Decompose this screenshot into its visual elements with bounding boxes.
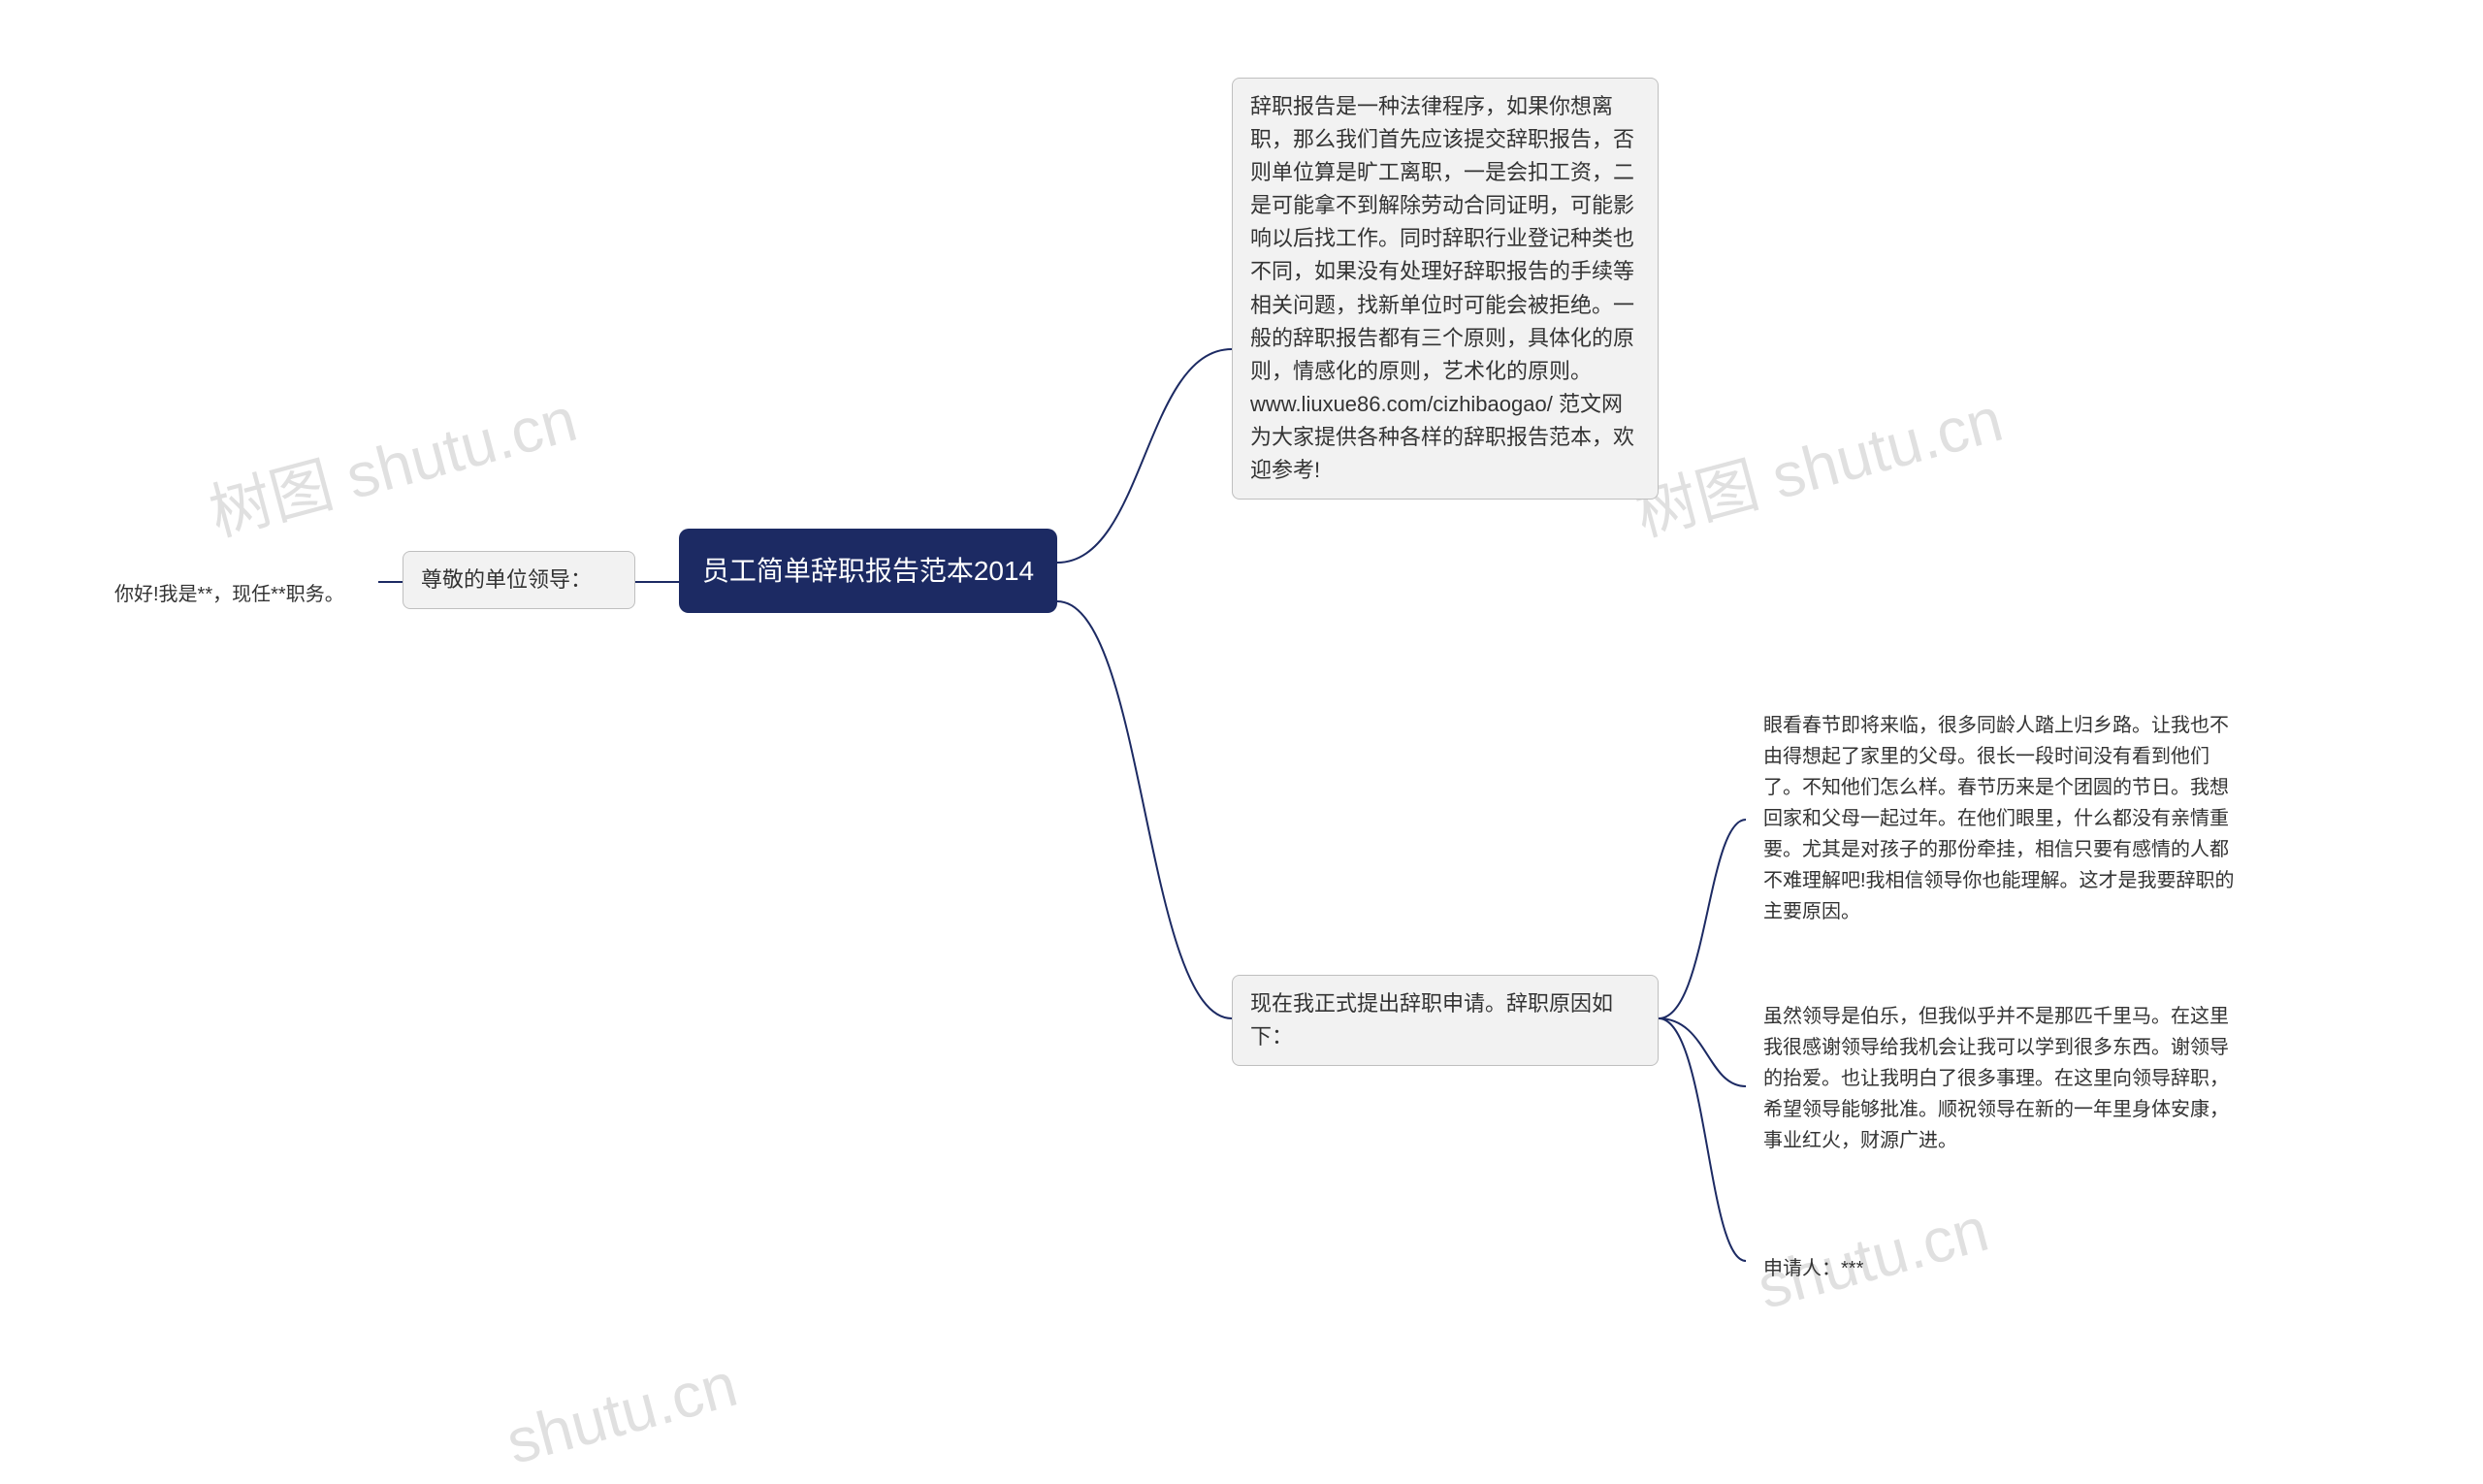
connector [1659, 1018, 1746, 1086]
reason-leaf-3: 申请人：*** [1746, 1242, 2260, 1296]
watermark: 树图 shutu.cn [199, 370, 585, 553]
watermark: shutu.cn [500, 1348, 745, 1478]
reason-leaf-2: 虽然领导是伯乐，但我似乎并不是那匹千里马。在这里我很感谢领导给我机会让我可以学到… [1746, 989, 2260, 1168]
root-node[interactable]: 员工简单辞职报告范本2014 [679, 529, 1057, 613]
reason-header-node[interactable]: 现在我正式提出辞职申请。辞职原因如下： [1232, 975, 1659, 1066]
connector [1659, 820, 1746, 1018]
connector [1659, 1018, 1746, 1261]
intro-node[interactable]: 辞职报告是一种法律程序，如果你想离职，那么我们首先应该提交辞职报告，否则单位算是… [1232, 78, 1659, 500]
connector [1057, 349, 1232, 563]
left-sub-node[interactable]: 尊敬的单位领导： [403, 551, 635, 609]
watermark: 树图 shutu.cn [1625, 370, 2011, 553]
reason-leaf-1: 眼看春节即将来临，很多同龄人踏上归乡路。让我也不由得想起了家里的父母。很长一段时… [1746, 698, 2260, 939]
left-leaf-node: 你好!我是**，现任**职务。 [97, 567, 378, 622]
connector [1057, 601, 1232, 1018]
